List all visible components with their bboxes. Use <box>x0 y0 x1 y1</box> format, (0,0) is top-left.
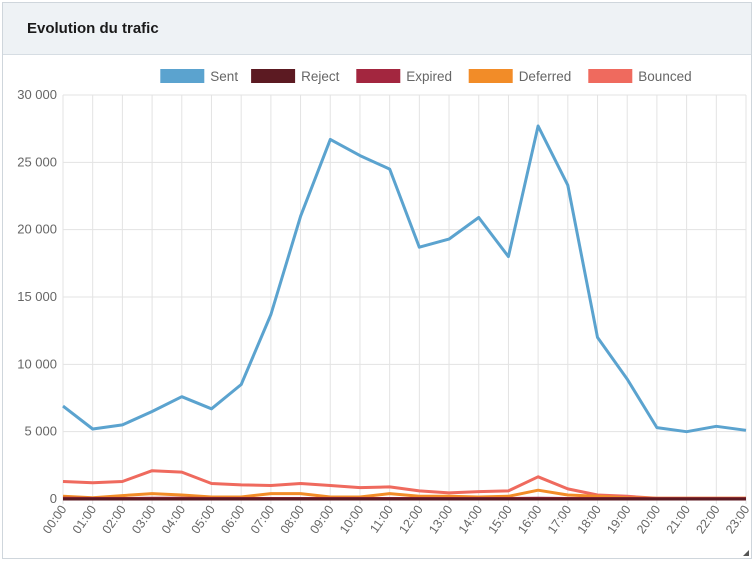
y-tick-label: 0 <box>50 491 57 506</box>
y-tick-label: 15 000 <box>17 289 57 304</box>
traffic-panel: Evolution du trafic 0 5 000 10 000 15 000 20… <box>2 2 752 559</box>
legend-swatch-sent <box>160 69 205 83</box>
legend-label-bounced: Bounced <box>638 69 691 84</box>
panel-header: Evolution du trafic <box>3 3 751 55</box>
legend-swatch-bounced <box>588 69 633 83</box>
x-tick-label: 02:00 <box>99 503 128 537</box>
x-tick-label: 12:00 <box>396 503 425 537</box>
resize-handle-icon[interactable] <box>743 550 749 556</box>
series-line-sent <box>62 124 747 434</box>
x-tick-label: 22:00 <box>693 503 722 537</box>
y-tick-label: 20 000 <box>17 222 57 237</box>
panel-title: Evolution du trafic <box>27 20 159 37</box>
x-tick-label: 00:00 <box>40 503 69 537</box>
x-tick-label: 08:00 <box>278 503 307 537</box>
y-tick-label: 30 000 <box>17 87 57 102</box>
x-tick-label: 09:00 <box>307 503 336 537</box>
legend-label-expired: Expired <box>406 69 452 84</box>
legend-swatch-reject <box>251 69 296 83</box>
x-tick-label: 23:00 <box>723 503 751 537</box>
x-tick-label: 01:00 <box>70 503 99 537</box>
x-tick-label: 18:00 <box>575 503 604 537</box>
x-tick-label: 21:00 <box>664 503 693 537</box>
x-tick-label: 16:00 <box>515 503 544 537</box>
x-tick-label: 07:00 <box>248 503 277 537</box>
y-tick-label: 10 000 <box>17 356 57 371</box>
y-tick-label: 25 000 <box>17 154 57 169</box>
x-tick-label: 17:00 <box>545 503 574 537</box>
legend-label-sent: Sent <box>210 69 238 84</box>
legend-swatch-expired <box>356 69 401 83</box>
x-tick-label: 14:00 <box>456 503 485 537</box>
legend-label-reject: Reject <box>301 69 340 84</box>
traffic-chart: 0 5 000 10 000 15 000 20 000 25 000 30 000 00:0… <box>17 69 752 537</box>
x-tick-label: 10:00 <box>337 503 366 537</box>
x-tick-label: 05:00 <box>189 503 218 537</box>
chart-area: 0 5 000 10 000 15 000 20 000 25 000 30 000 00:0… <box>3 55 752 558</box>
x-tick-label: 11:00 <box>367 503 396 536</box>
x-tick-label: 19:00 <box>604 503 633 537</box>
x-tick-label: 06:00 <box>218 503 247 537</box>
x-tick-label: 20:00 <box>634 503 663 537</box>
x-tick-label: 13:00 <box>426 503 455 537</box>
x-tick-label: 03:00 <box>129 503 158 537</box>
x-tick-label: 04:00 <box>159 503 188 537</box>
legend-label-deferred: Deferred <box>519 69 572 84</box>
y-tick-label: 5 000 <box>24 424 57 439</box>
x-tick-label: 15:00 <box>485 503 514 537</box>
legend-swatch-deferred <box>468 69 513 83</box>
